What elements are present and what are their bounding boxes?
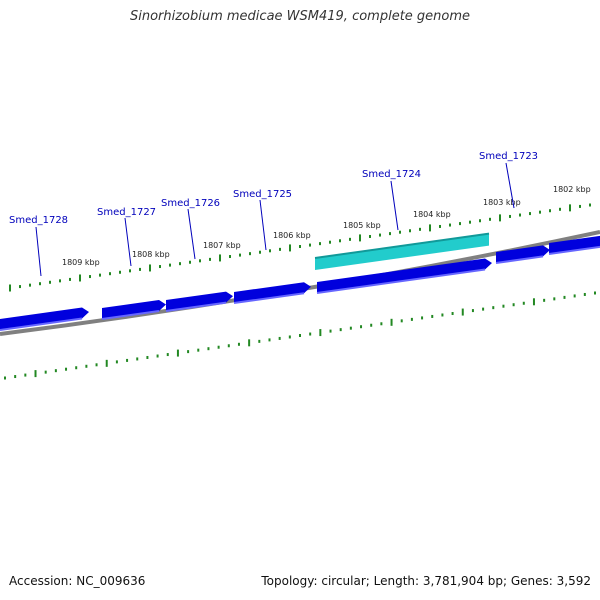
gene-label-smed-1724[interactable]: Smed_1724: [362, 169, 421, 180]
gene-arrow-smed-1724-edge: [316, 268, 486, 294]
kbp-label: 1808 kbp: [132, 250, 170, 259]
gene-arrow-smed-1728-a-edge: [0, 317, 83, 331]
upper-tick-track: [9, 203, 591, 292]
gene-arrow-smed-1728-a[interactable]: [0, 307, 89, 330]
gene-arrow-smed-1725-edge: [233, 292, 305, 304]
gene-arrow-smed-1725[interactable]: [234, 282, 311, 303]
accession-text: Accession: NC_009636: [9, 574, 146, 588]
lower-tick-track: [4, 291, 596, 380]
gene-arrow-smed-1723-b[interactable]: [549, 235, 600, 254]
genome-stats-text: Topology: circular; Length: 3,781,904 bp…: [261, 574, 591, 588]
gene-arrow-smed-1723-edge: [495, 255, 544, 264]
leader-line-smed-1725: [259, 199, 267, 251]
kbp-labels: 1809 kbp 1808 kbp 1807 kbp 1806 kbp 1805 kbp…: [62, 185, 591, 267]
leader-line-smed-1727: [124, 217, 132, 267]
gene-highlight-smed-1724[interactable]: [315, 233, 489, 270]
gene-arrow-smed-1726-edge: [165, 301, 227, 312]
leader-line-smed-1723: [505, 162, 515, 209]
gene-label-smed-1727[interactable]: Smed_1727: [97, 207, 156, 218]
kbp-label: 1807 kbp: [203, 241, 241, 250]
kbp-label: 1803 kbp: [483, 198, 521, 207]
gene-label-smed-1726[interactable]: Smed_1726: [161, 198, 220, 209]
gene-label-smed-1725[interactable]: Smed_1725: [233, 189, 292, 200]
gene-label-smed-1723[interactable]: Smed_1723: [479, 151, 538, 162]
leader-line-smed-1726: [187, 208, 196, 260]
gene-highlight-edge: [314, 232, 490, 259]
map-title: Sinorhizobium medicae WSM419, complete g…: [129, 9, 471, 24]
gene-arrow-smed-1727[interactable]: [102, 300, 166, 319]
kbp-label: 1806 kbp: [273, 231, 311, 240]
leader-line-smed-1724: [390, 180, 399, 231]
gene-labels: Smed_1728 Smed_1727 Smed_1726 Smed_1725 Smed…: [9, 151, 538, 277]
leader-line-smed-1728: [35, 226, 42, 277]
gene-arrow-smed-1727-edge: [101, 310, 160, 320]
kbp-label: 1802 kbp: [553, 185, 591, 194]
gene-arrow-smed-1723[interactable]: [496, 245, 550, 263]
kbp-label: 1805 kbp: [343, 221, 381, 230]
gene-label-smed-1728[interactable]: Smed_1728: [9, 215, 68, 226]
gene-arrow-smed-1726[interactable]: [166, 291, 233, 311]
kbp-label: 1809 kbp: [62, 258, 100, 267]
gene-arrow-smed-1723-b-edge: [548, 245, 600, 255]
gene-arrow-smed-1724[interactable]: [317, 258, 492, 293]
kbp-label: 1804 kbp: [413, 210, 451, 219]
gene-track: [0, 232, 600, 331]
